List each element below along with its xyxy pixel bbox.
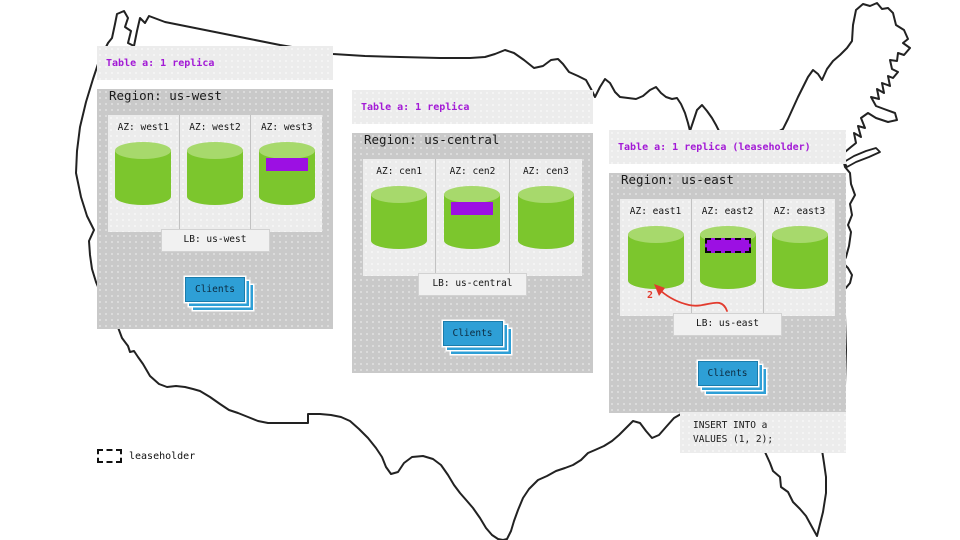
load-balancer-us-central: LB: us-central: [418, 273, 527, 296]
az-label: AZ: west3: [260, 122, 313, 133]
clients-wrap: Clients: [609, 361, 846, 394]
az-label: AZ: east3: [773, 206, 826, 217]
region-body: Region: us-west AZ: west1 AZ: west2 AZ: …: [97, 89, 333, 329]
clients-stack: Clients: [442, 321, 511, 354]
leaseholder-replica-chip: [704, 238, 751, 253]
database-cylinder: [444, 186, 501, 249]
az-label: AZ: east1: [629, 206, 682, 217]
replica-chip: [265, 158, 308, 171]
clients-stack: Clients: [697, 361, 766, 394]
az-label: AZ: west1: [117, 122, 170, 133]
region-title: Region: us-west: [109, 88, 222, 103]
database-cylinder: [771, 226, 828, 289]
arrow-step-label: 2: [647, 290, 654, 301]
az-column-cen2: AZ: cen2: [435, 159, 508, 276]
region-title: Region: us-central: [364, 132, 500, 147]
az-container: AZ: east1 AZ: east2 AZ: east3: [620, 199, 835, 316]
load-balancer-us-east: LB: us-east: [673, 313, 782, 336]
clients-box: Clients: [185, 277, 245, 302]
region-panel-us-central: Table a: 1 replica Region: us-central AZ…: [352, 90, 593, 373]
region-body: Region: us-central AZ: cen1 AZ: cen2: [352, 133, 593, 373]
region-panel-us-west: Table a: 1 replica Region: us-west AZ: w…: [97, 46, 333, 329]
az-column-east2: AZ: east2: [691, 199, 763, 316]
database-cylinder: [517, 186, 574, 249]
az-column-cen1: AZ: cen1: [363, 159, 435, 276]
az-label: AZ: cen3: [522, 166, 569, 177]
load-balancer-us-west: LB: us-west: [160, 229, 270, 252]
az-label: AZ: east2: [701, 206, 754, 217]
sql-line-2: VALUES (1, 2);: [693, 434, 774, 445]
az-container: AZ: cen1 AZ: cen2 AZ: cen3: [363, 159, 582, 276]
az-column-east1: AZ: east1: [620, 199, 691, 316]
az-label: AZ: cen2: [449, 166, 496, 177]
database-cylinder: [258, 142, 315, 205]
table-replica-header: Table a: 1 replica: [97, 46, 333, 80]
long-island-outline: [843, 147, 881, 168]
clients-box: Clients: [442, 321, 503, 346]
az-column-west1: AZ: west1: [108, 115, 179, 232]
database-cylinder: [187, 142, 243, 205]
az-column-west3: AZ: west3: [250, 115, 322, 232]
clients-wrap: Clients: [97, 277, 333, 310]
database-cylinder: [371, 186, 428, 249]
leaseholder-swatch: [97, 449, 122, 463]
clients-box: Clients: [697, 361, 758, 386]
database-cylinder: [699, 226, 756, 289]
clients-stack: Clients: [185, 277, 253, 310]
table-replica-header: Table a: 1 replica (leaseholder): [609, 130, 846, 164]
database-cylinder: [115, 142, 172, 205]
legend: leaseholder: [97, 449, 195, 463]
az-column-west2: AZ: west2: [178, 115, 251, 232]
region-title: Region: us-east: [621, 172, 734, 187]
az-label: AZ: cen1: [376, 166, 423, 177]
sql-line-1: INSERT INTO a: [693, 420, 768, 431]
az-container: AZ: west1 AZ: west2 AZ: west3: [108, 115, 322, 232]
sql-note: INSERT INTO a VALUES (1, 2);: [680, 412, 846, 453]
replica-chip: [451, 202, 494, 215]
az-column-east3: AZ: east3: [763, 199, 835, 316]
table-replica-header: Table a: 1 replica: [352, 90, 593, 124]
az-column-cen3: AZ: cen3: [508, 159, 582, 276]
clients-wrap: Clients: [352, 321, 593, 354]
database-cylinder: [627, 226, 684, 289]
az-label: AZ: west2: [189, 122, 241, 133]
region-body: Region: us-east AZ: east1 AZ: east2: [609, 173, 846, 413]
region-panel-us-east: Table a: 1 replica (leaseholder) Region:…: [609, 130, 846, 413]
legend-label: leaseholder: [129, 450, 196, 462]
